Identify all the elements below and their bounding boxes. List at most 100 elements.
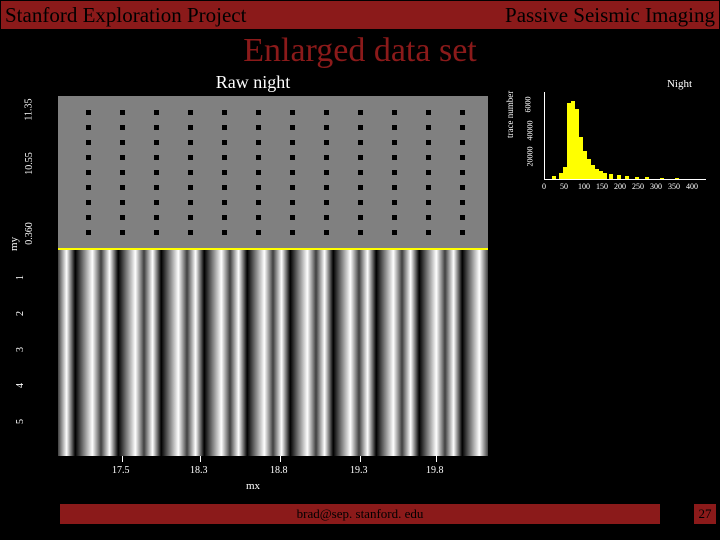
data-dot [222, 200, 227, 205]
data-dot [358, 125, 363, 130]
data-dot [120, 110, 125, 115]
data-dot [460, 140, 465, 145]
data-dot [86, 230, 91, 235]
main-plot-area [58, 96, 488, 456]
data-dot [154, 170, 159, 175]
data-dot [324, 215, 329, 220]
data-dot [290, 200, 295, 205]
histogram-bar [609, 174, 613, 179]
histogram-x-tick: 0 [542, 182, 546, 191]
data-dot [256, 200, 261, 205]
data-dot [460, 125, 465, 130]
data-dot [460, 230, 465, 235]
data-dot [358, 230, 363, 235]
data-dot [426, 200, 431, 205]
data-dot [426, 155, 431, 160]
data-dot [358, 185, 363, 190]
data-dot [392, 155, 397, 160]
data-dot [222, 155, 227, 160]
data-dot [392, 170, 397, 175]
histogram-bar [645, 177, 649, 179]
histogram-title: Night [667, 78, 692, 90]
data-dot [358, 155, 363, 160]
data-dot [154, 185, 159, 190]
data-dot [290, 140, 295, 145]
histogram-x-tick: 400 [686, 182, 698, 191]
y-tick-label: 11.35 [24, 98, 35, 120]
y-tick-label: 0.360 [24, 222, 35, 245]
data-dot [120, 230, 125, 235]
data-dot [256, 155, 261, 160]
y-tick-label: 2 [15, 311, 26, 316]
data-dot [86, 215, 91, 220]
histogram-bar [617, 175, 621, 179]
data-dot [460, 200, 465, 205]
y-axis-label: my [8, 237, 20, 251]
x-tick-mark [436, 456, 437, 462]
y-tick-label: 3 [15, 347, 26, 352]
histogram-y-tick: 40000 [526, 121, 535, 141]
histogram-bar [603, 173, 607, 179]
x-axis-label: mx [246, 480, 260, 492]
data-dot [324, 185, 329, 190]
histogram-bar [635, 177, 639, 179]
main-chart-title: Raw night [8, 72, 498, 93]
data-dot [392, 185, 397, 190]
data-dot [120, 170, 125, 175]
histogram-x-tick: 300 [650, 182, 662, 191]
histogram-x-tick: 150 [596, 182, 608, 191]
data-dot [324, 140, 329, 145]
histogram-plot-area: 050100150200250300350400 [544, 92, 706, 180]
data-dot [256, 125, 261, 130]
data-dot [324, 170, 329, 175]
data-dot [324, 200, 329, 205]
histogram-chart: Night trace number 050100150200250300350… [510, 78, 712, 200]
data-dot [154, 125, 159, 130]
data-dot [290, 155, 295, 160]
histogram-x-tick: 250 [632, 182, 644, 191]
footer-email: brad@sep. stanford. edu [297, 506, 424, 522]
data-dot [392, 110, 397, 115]
data-dot [290, 185, 295, 190]
histogram-bar [625, 176, 629, 179]
data-dot [86, 170, 91, 175]
y-tick-label: 4 [15, 383, 26, 388]
data-dot [222, 230, 227, 235]
data-dot [290, 230, 295, 235]
y-tick-label: 5 [15, 419, 26, 424]
data-dot [120, 155, 125, 160]
data-dot [324, 110, 329, 115]
data-dot [86, 200, 91, 205]
data-dot [460, 155, 465, 160]
data-dot [154, 230, 159, 235]
data-dot [392, 140, 397, 145]
data-dot [256, 140, 261, 145]
histogram-ylabel: trace number [505, 91, 515, 138]
histogram-x-tick: 200 [614, 182, 626, 191]
data-dot [86, 110, 91, 115]
data-dot [290, 215, 295, 220]
data-dot [222, 170, 227, 175]
x-tick-label: 19.8 [426, 465, 444, 476]
data-dot [426, 110, 431, 115]
data-dot [426, 170, 431, 175]
data-dot [86, 185, 91, 190]
y-tick-label: 1 [15, 275, 26, 280]
data-dot [188, 155, 193, 160]
data-dot [426, 185, 431, 190]
data-dot [392, 215, 397, 220]
data-dot [460, 170, 465, 175]
data-dot [460, 185, 465, 190]
upper-dot-section [58, 96, 488, 248]
data-dot [154, 155, 159, 160]
data-dot [222, 140, 227, 145]
data-dot [426, 230, 431, 235]
data-dot [290, 110, 295, 115]
data-dot [222, 110, 227, 115]
data-dot [188, 230, 193, 235]
x-tick-label: 18.3 [190, 465, 208, 476]
histogram-bar [552, 176, 556, 179]
data-dot [154, 215, 159, 220]
x-tick-label: 19.3 [350, 465, 368, 476]
footer-bar: brad@sep. stanford. edu [60, 504, 660, 524]
